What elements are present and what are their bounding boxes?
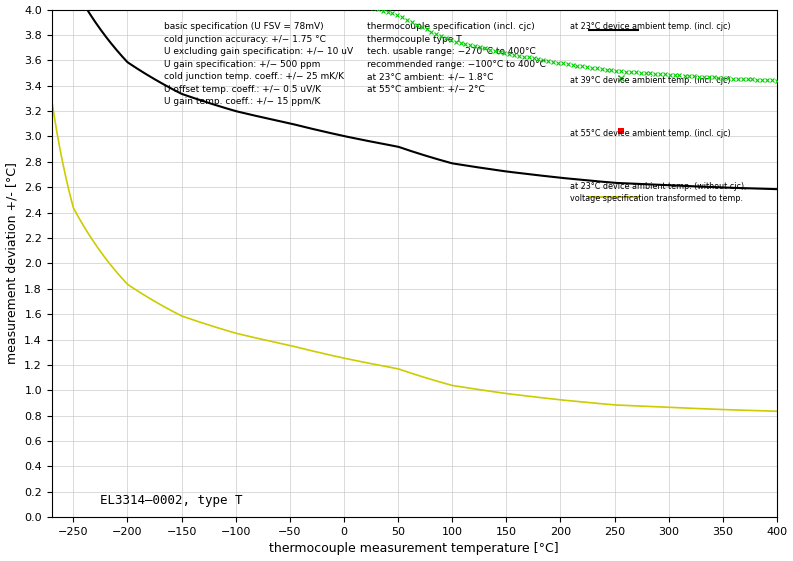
- Text: EL3314–0002, type T: EL3314–0002, type T: [101, 494, 243, 508]
- Text: at 39°C device ambient temp. (incl. cjc): at 39°C device ambient temp. (incl. cjc): [570, 76, 731, 85]
- Text: at 23°C device ambient temp. (without cjc),
voltage specification transformed to: at 23°C device ambient temp. (without cj…: [570, 182, 747, 203]
- Text: at 55°C device ambient temp. (incl. cjc): at 55°C device ambient temp. (incl. cjc): [570, 129, 731, 138]
- Y-axis label: measurement deviation +/- [°C]: measurement deviation +/- [°C]: [6, 163, 18, 364]
- Text: basic specification (U FSV = 78mV)
cold junction accuracy: +/− 1.75 °C
U excludi: basic specification (U FSV = 78mV) cold …: [164, 22, 353, 106]
- Text: thermocouple specification (incl. cjc)
thermocouple type T
tech. usable range: −: thermocouple specification (incl. cjc) t…: [367, 22, 546, 94]
- X-axis label: thermocouple measurement temperature [°C]: thermocouple measurement temperature [°C…: [270, 542, 559, 555]
- Text: at 23°C device ambient temp. (incl. cjc): at 23°C device ambient temp. (incl. cjc): [570, 22, 731, 31]
